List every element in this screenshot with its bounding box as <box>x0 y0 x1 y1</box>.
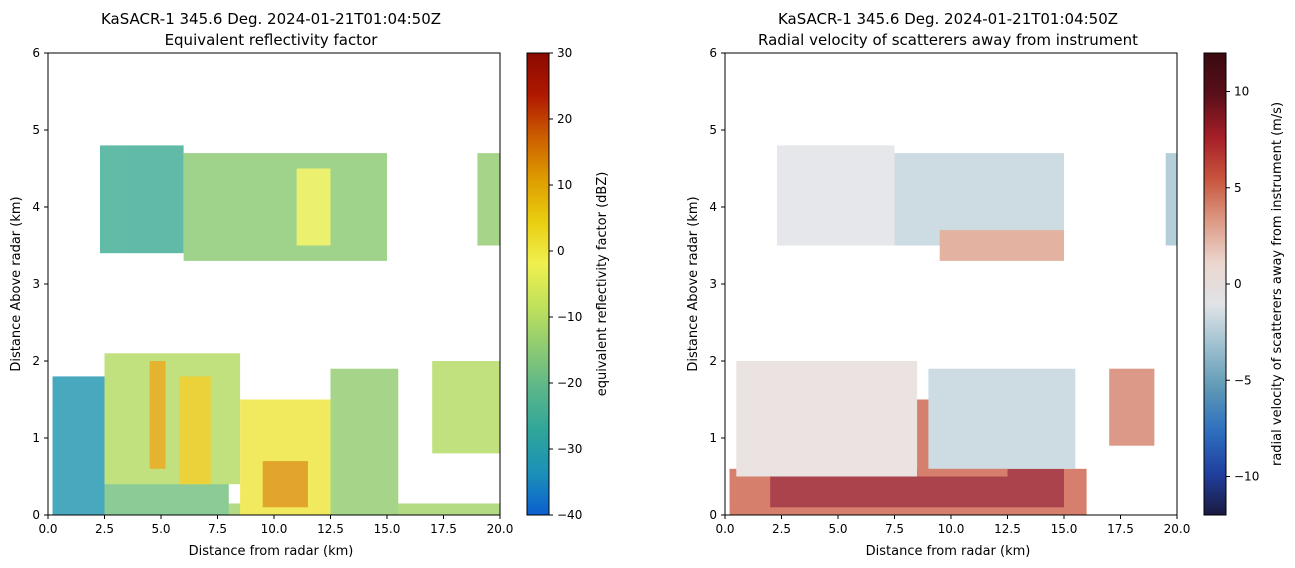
y-ticks: 0 1 2 3 4 5 6 <box>32 46 48 522</box>
y-tick-label: 3 <box>32 277 40 291</box>
colorbar-label: radial velocity of scatterers away from … <box>1270 102 1285 466</box>
x-axis-label: Distance from radar (km) <box>189 544 354 559</box>
colorbar-tick-label: −30 <box>557 442 582 456</box>
y-tick-label: 3 <box>709 277 717 291</box>
colorbar-tick-label: −40 <box>557 508 582 522</box>
y-axis-label: Distance Above radar (km) <box>9 196 24 371</box>
data-region-8 <box>330 368 399 515</box>
x-tick-label: 5.0 <box>151 522 170 536</box>
data-region-9 <box>432 361 500 454</box>
x-tick-label: 17.5 <box>430 522 457 536</box>
colorbar-tick-label: −10 <box>557 310 582 324</box>
colorbar-tick-label: 0 <box>1234 277 1242 291</box>
colorbar-tick-label: 10 <box>557 178 572 192</box>
colorbar-ramp <box>1203 52 1227 516</box>
chart-title: KaSACR-1 345.6 Deg. 2024-01-21T01:04:50Z <box>778 10 1118 28</box>
colorbar-label: equivalent reflectivity factor (dBZ) <box>595 172 610 397</box>
x-ticks: 0.0 2.5 5.0 7.5 10.0 12.5 15.0 17.5 20.0 <box>715 515 1190 536</box>
x-tick-label: 12.5 <box>994 522 1021 536</box>
x-tick-label: 12.5 <box>317 522 344 536</box>
x-tick-label: 20.0 <box>1164 522 1191 536</box>
colorbar-ramp <box>526 52 550 516</box>
colorbar-tick-label: −10 <box>1234 470 1259 484</box>
data-region-4 <box>149 361 166 469</box>
chart-subtitle: Radial velocity of scatterers away from … <box>758 31 1138 49</box>
reflectivity-plot-area <box>47 52 501 516</box>
colorbar-tick-label: 5 <box>1234 181 1242 195</box>
x-tick-label: 0.0 <box>38 522 57 536</box>
data-region-11 <box>183 153 387 261</box>
data-region-2 <box>52 376 105 515</box>
data-region-3 <box>104 353 241 485</box>
colorbar-tick-label: 10 <box>1234 85 1249 99</box>
data-region-9 <box>1165 153 1177 246</box>
data-region-4 <box>928 368 1076 469</box>
x-tick-label: 2.5 <box>772 522 791 536</box>
x-tick-label: 5.0 <box>828 522 847 536</box>
x-tick-label: 17.5 <box>1107 522 1134 536</box>
colorbar-tick-label: 30 <box>557 46 572 60</box>
y-tick-label: 4 <box>709 200 717 214</box>
x-tick-label: 15.0 <box>1051 522 1078 536</box>
x-tick-label: 2.5 <box>95 522 114 536</box>
y-tick-label: 5 <box>709 123 717 137</box>
reflectivity-panel: KaSACR-1 345.6 Deg. 2024-01-21T01:04:50Z… <box>9 10 610 559</box>
y-tick-label: 4 <box>32 200 40 214</box>
data-region-8 <box>939 230 1064 261</box>
x-tick-label: 10.0 <box>938 522 965 536</box>
data-region-5 <box>179 376 211 485</box>
colorbar-tick-label: −5 <box>1234 373 1252 387</box>
x-tick-label: 15.0 <box>374 522 401 536</box>
colorbar-tick-label: 20 <box>557 112 572 126</box>
y-tick-label: 5 <box>32 123 40 137</box>
data-region-7 <box>262 461 308 508</box>
data-region-10 <box>99 145 184 254</box>
y-ticks: 0 1 2 3 4 5 6 <box>709 46 725 522</box>
y-tick-label: 2 <box>709 354 717 368</box>
x-tick-label: 0.0 <box>715 522 734 536</box>
data-region-13 <box>477 153 500 246</box>
y-tick-label: 0 <box>32 508 40 522</box>
velocity-plot-area <box>724 52 1178 516</box>
chart-subtitle: Equivalent reflectivity factor <box>165 31 379 49</box>
velocity-colorbar: −10 −5 0 5 10 <box>1203 52 1259 516</box>
chart-title: KaSACR-1 345.6 Deg. 2024-01-21T01:04:50Z <box>101 10 441 28</box>
data-region-5 <box>1109 368 1155 446</box>
y-tick-label: 6 <box>709 46 717 60</box>
x-tick-label: 7.5 <box>208 522 227 536</box>
x-tick-label: 7.5 <box>885 522 904 536</box>
y-tick-label: 2 <box>32 354 40 368</box>
velocity-panel: KaSACR-1 345.6 Deg. 2024-01-21T01:04:50Z… <box>686 10 1285 559</box>
data-region-2 <box>736 361 918 477</box>
x-tick-label: 10.0 <box>261 522 288 536</box>
colorbar-tick-label: 0 <box>557 244 565 258</box>
x-axis-label: Distance from radar (km) <box>866 544 1031 559</box>
y-axis-label: Distance Above radar (km) <box>686 196 701 371</box>
colorbar-tick-label: −20 <box>557 376 582 390</box>
y-tick-label: 0 <box>709 508 717 522</box>
x-tick-label: 20.0 <box>487 522 514 536</box>
x-ticks: 0.0 2.5 5.0 7.5 10.0 12.5 15.0 17.5 20.0 <box>38 515 513 536</box>
reflectivity-colorbar: −40 −30 −20 −10 0 10 20 30 <box>526 46 582 522</box>
y-tick-label: 6 <box>32 46 40 60</box>
data-region-12 <box>296 168 331 246</box>
y-tick-label: 1 <box>32 431 40 445</box>
data-region-6 <box>776 145 895 246</box>
y-tick-label: 1 <box>709 431 717 445</box>
